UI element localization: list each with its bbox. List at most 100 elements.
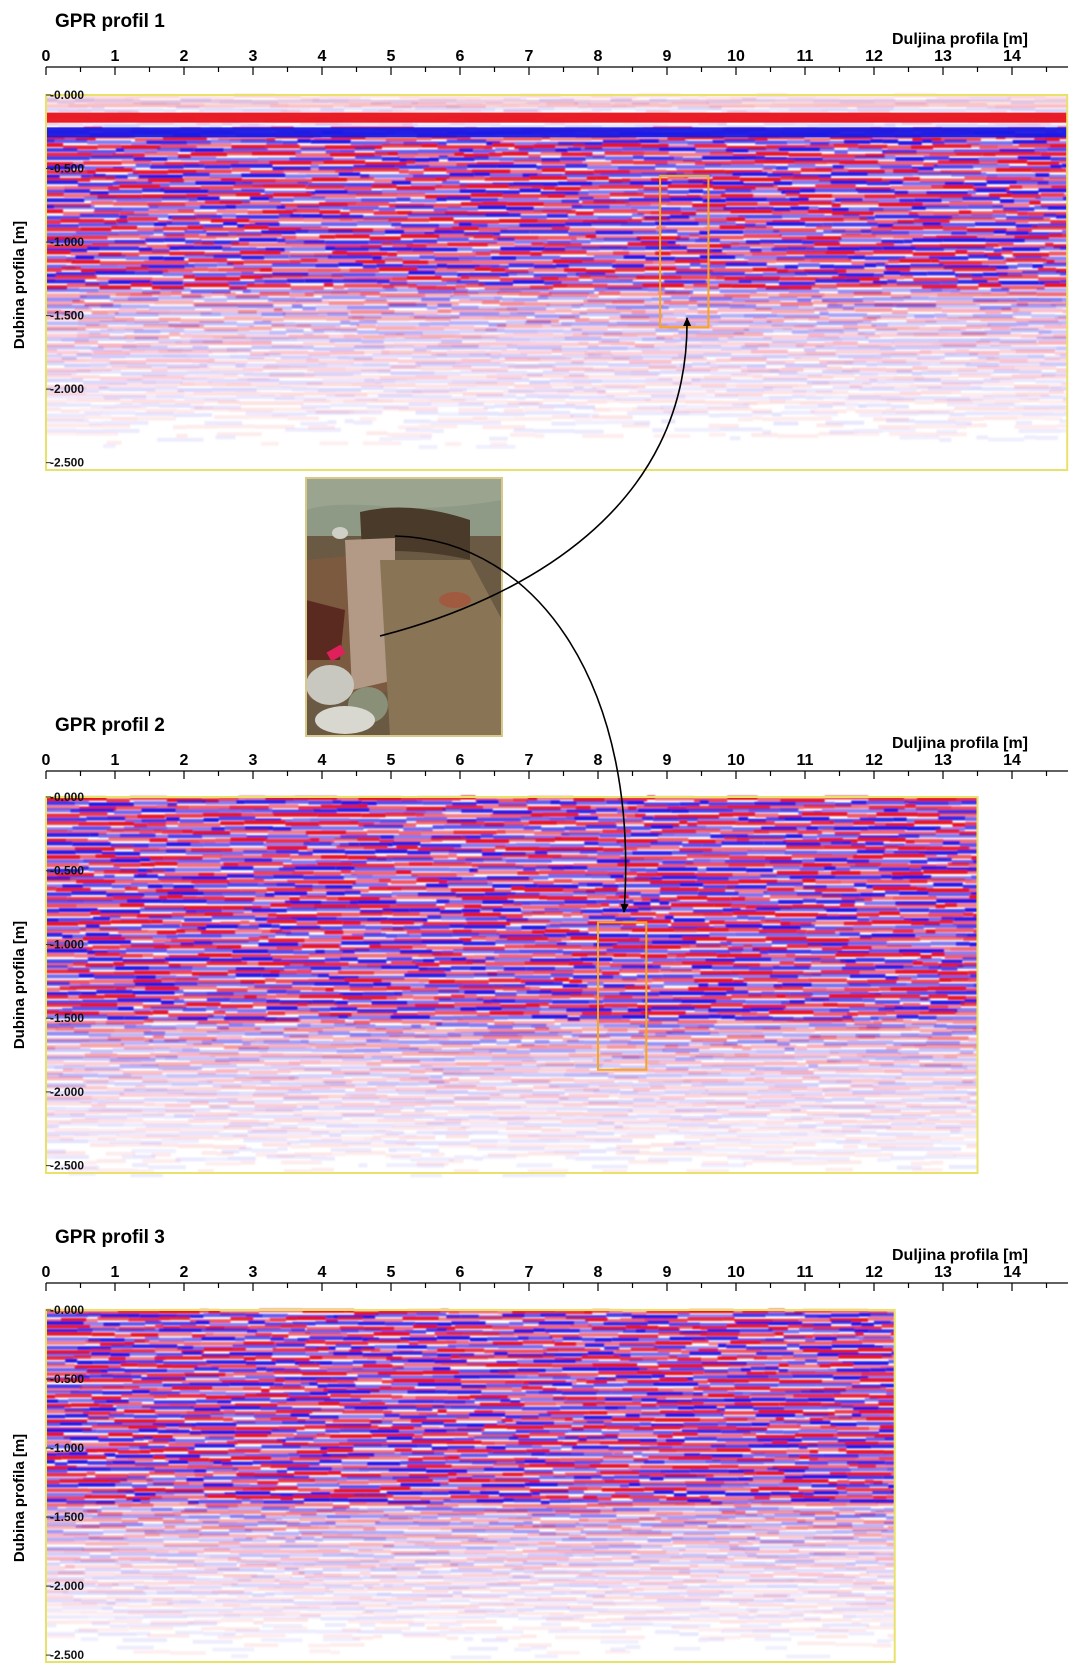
y-tick-label: -0.000 — [50, 88, 84, 102]
x-tick-label: 9 — [663, 1264, 672, 1281]
x-axis — [45, 1282, 1068, 1291]
surface-band — [46, 127, 1068, 138]
y-axis-label: Dubina profila [m] — [11, 1434, 28, 1562]
y-tick-label: -0.500 — [50, 864, 84, 878]
y-tick-label: -0.000 — [50, 1303, 84, 1317]
x-tick-label: 1 — [111, 1264, 120, 1281]
y-tick-label: -1.000 — [50, 235, 84, 249]
chart-title: GPR profil 3 — [55, 1227, 165, 1248]
x-tick-labels: 0 1 2 3 4 5 6 7 8 9 10 11 12 13 14 — [42, 48, 1021, 65]
y-tick-labels: -0.000 -0.500 -1.000 -1.500 -2.000 -2.500 — [46, 790, 84, 1173]
y-tick-label: -1.500 — [50, 309, 84, 323]
y-tick-label: -0.500 — [50, 162, 84, 176]
x-tick-label: 11 — [797, 1264, 814, 1281]
y-tick-label: -2.500 — [50, 1648, 84, 1662]
y-tick-label: -2.000 — [50, 1085, 84, 1099]
x-tick-label: 0 — [42, 1264, 51, 1281]
x-tick-label: 5 — [387, 1264, 396, 1281]
anomaly-highlight — [597, 921, 648, 1071]
y-tick-labels: -0.000 -0.500 -1.000 -1.500 -2.000 -2.500 — [46, 1303, 84, 1662]
x-axis-label: Duljina profila [m] — [892, 1247, 1028, 1264]
x-tick-label: 10 — [727, 752, 745, 769]
x-tick-label: 9 — [663, 48, 672, 65]
y-tick-label: -0.000 — [50, 790, 84, 804]
x-tick-label: 13 — [934, 1264, 952, 1281]
x-tick-label: 8 — [594, 1264, 603, 1281]
x-tick-label: 4 — [318, 1264, 327, 1281]
x-tick-label: 3 — [249, 752, 258, 769]
x-tick-label: 6 — [456, 752, 465, 769]
x-axis-label: Duljina profila [m] — [892, 735, 1028, 752]
y-tick-label: -1.500 — [50, 1510, 84, 1524]
reflections — [46, 795, 978, 1178]
y-tick-label: -2.500 — [50, 456, 84, 470]
x-tick-label: 4 — [318, 752, 327, 769]
x-axis — [45, 770, 1068, 779]
x-tick-label: 14 — [1003, 752, 1021, 769]
plot-frame — [45, 1309, 896, 1663]
x-tick-label: 12 — [865, 1264, 883, 1281]
x-tick-label: 6 — [456, 48, 465, 65]
x-tick-label: 1 — [111, 48, 120, 65]
x-tick-label: 7 — [525, 1264, 534, 1281]
x-axis-label: Duljina profila [m] — [892, 31, 1028, 48]
y-tick-label: -0.500 — [50, 1372, 84, 1386]
y-tick-label: -2.000 — [50, 1579, 84, 1593]
x-tick-label: 14 — [1003, 1264, 1021, 1281]
reflections — [46, 1308, 895, 1660]
x-tick-labels: 0 1 2 3 4 5 6 7 8 9 10 11 12 13 14 — [42, 752, 1021, 769]
radargram — [45, 795, 979, 1178]
x-tick-label: 2 — [180, 48, 189, 65]
x-tick-label: 10 — [727, 1264, 745, 1281]
arrow-to-profile-1 — [379, 317, 692, 637]
y-tick-label: -2.500 — [50, 1159, 84, 1173]
x-tick-label: 0 — [42, 48, 51, 65]
surface-band — [46, 112, 1068, 123]
x-tick-label: 3 — [249, 1264, 258, 1281]
y-tick-label: -1.000 — [50, 937, 84, 951]
x-tick-label: 13 — [934, 752, 952, 769]
x-axis — [45, 66, 1068, 75]
x-tick-label: 5 — [387, 48, 396, 65]
x-tick-label: 7 — [525, 752, 534, 769]
x-tick-label: 8 — [594, 752, 603, 769]
excavation-photo — [305, 477, 503, 737]
arrow-to-profile-2 — [394, 535, 629, 913]
x-tick-labels: 0 1 2 3 4 5 6 7 8 9 10 11 12 13 14 — [42, 1264, 1021, 1281]
x-tick-label: 11 — [797, 752, 814, 769]
x-tick-label: 2 — [180, 1264, 189, 1281]
x-tick-label: 10 — [727, 48, 745, 65]
plot-frame — [45, 796, 979, 1174]
y-tick-label: -1.500 — [50, 1011, 84, 1025]
chart-title: GPR profil 2 — [55, 715, 165, 736]
y-axis-label: Dubina profila [m] — [11, 921, 28, 1049]
x-tick-label: 13 — [934, 48, 952, 65]
surface-band — [46, 99, 1068, 108]
x-tick-label: 1 — [111, 752, 120, 769]
x-tick-label: 9 — [663, 752, 672, 769]
x-tick-label: 11 — [797, 48, 814, 65]
y-tick-labels: -0.000 -0.500 -1.000 -1.500 -2.000 -2.500 — [46, 88, 84, 470]
anomaly-highlight — [659, 174, 710, 329]
x-tick-label: 8 — [594, 48, 603, 65]
x-tick-label: 12 — [865, 752, 883, 769]
radargram — [45, 1308, 896, 1663]
x-tick-label: 7 — [525, 48, 534, 65]
y-tick-label: -1.000 — [50, 1441, 84, 1455]
x-tick-label: 5 — [387, 752, 396, 769]
connector-arrows — [379, 317, 692, 913]
y-tick-label: -2.000 — [50, 382, 84, 396]
plot-frame — [45, 94, 1069, 471]
x-tick-label: 14 — [1003, 48, 1021, 65]
x-tick-label: 12 — [865, 48, 883, 65]
x-tick-label: 6 — [456, 1264, 465, 1281]
x-tick-label: 0 — [42, 752, 51, 769]
x-tick-label: 2 — [180, 752, 189, 769]
x-tick-label: 3 — [249, 48, 258, 65]
x-tick-label: 4 — [318, 48, 327, 65]
chart-title: GPR profil 1 — [55, 11, 165, 32]
